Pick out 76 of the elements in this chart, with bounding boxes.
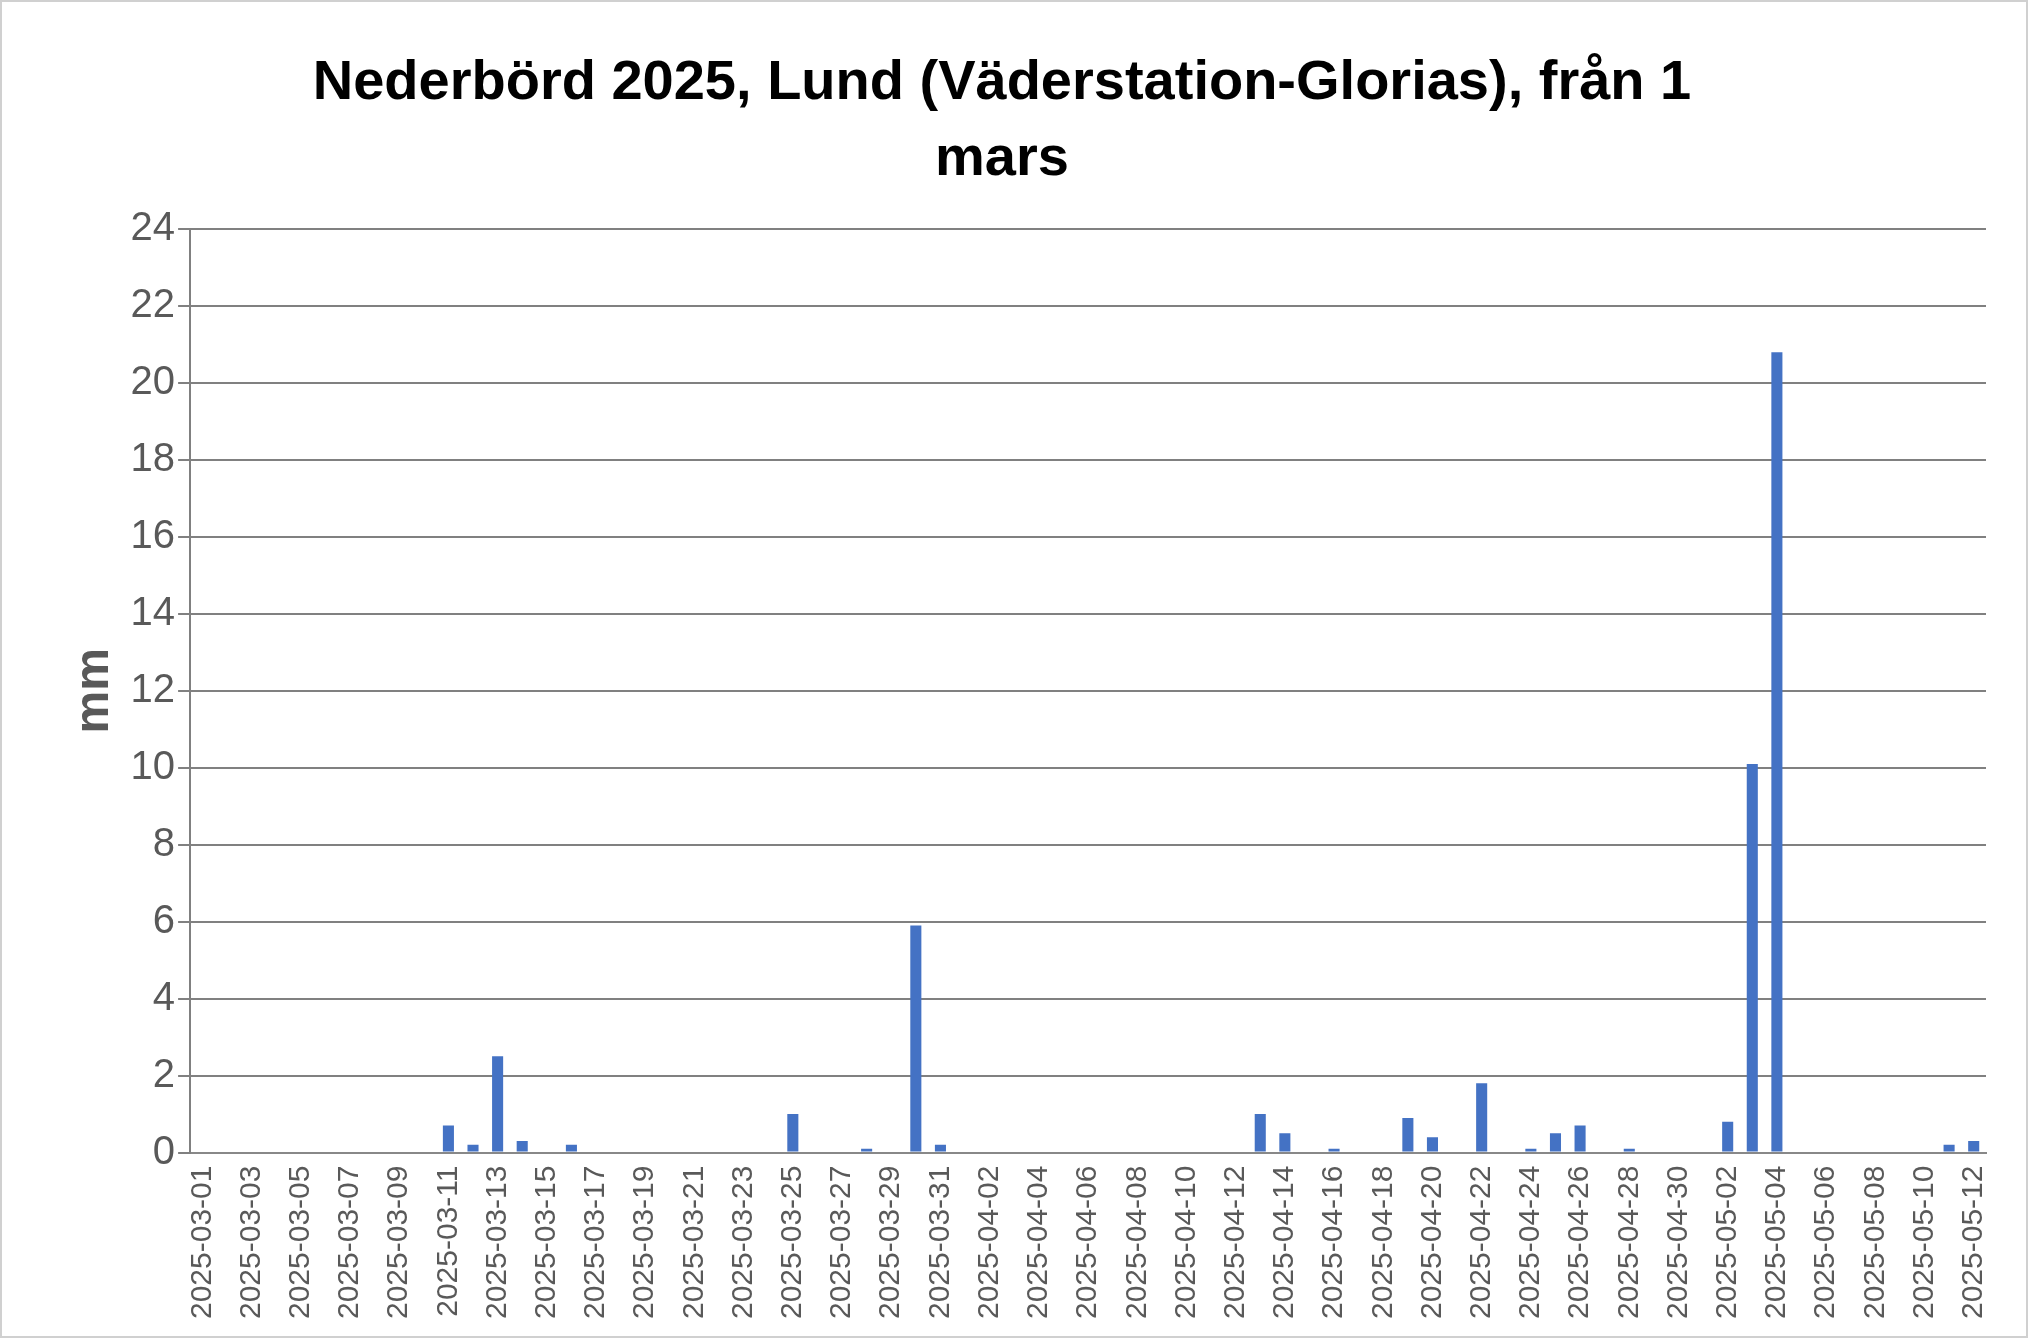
- x-tick-label: 2025-04-08: [1118, 1165, 1152, 1320]
- x-tick-label: 2025-04-18: [1364, 1165, 1398, 1320]
- y-tick-label: 24: [130, 204, 176, 249]
- y-tick-label: 20: [130, 357, 176, 402]
- bar: [565, 1144, 577, 1152]
- x-tick-label: 2025-05-02: [1708, 1165, 1742, 1320]
- x-tick-label: 2025-03-15: [528, 1165, 562, 1320]
- y-tick-label: 8: [152, 819, 176, 864]
- x-tick-label: 2025-03-23: [724, 1165, 758, 1320]
- bar: [467, 1144, 479, 1152]
- x-tick-label: 2025-04-28: [1610, 1165, 1644, 1320]
- x-tick-label: 2025-03-29: [872, 1165, 906, 1320]
- bar: [442, 1125, 454, 1152]
- x-tick-label: 2025-03-19: [626, 1165, 660, 1320]
- bar: [910, 925, 922, 1152]
- x-tick-label: 2025-03-21: [675, 1165, 709, 1320]
- y-tick-label: 2: [152, 1050, 176, 1095]
- x-tick-label: 2025-03-25: [774, 1165, 808, 1320]
- bar: [1279, 1133, 1291, 1152]
- bar: [1476, 1083, 1488, 1152]
- bar: [1574, 1125, 1586, 1152]
- x-tick-label: 2025-04-14: [1266, 1165, 1300, 1320]
- y-tick-label: 6: [152, 896, 176, 941]
- x-tick-label: 2025-04-24: [1512, 1165, 1546, 1320]
- y-tick-label: 16: [130, 511, 176, 556]
- x-tick-label: 2025-03-13: [478, 1165, 512, 1320]
- x-tick-label: 2025-04-10: [1167, 1165, 1201, 1320]
- bar: [516, 1141, 528, 1152]
- bar: [1549, 1133, 1562, 1152]
- y-tick-label: 18: [130, 434, 176, 479]
- bar: [1746, 763, 1758, 1152]
- x-tick-label: 2025-03-31: [921, 1165, 955, 1320]
- bar: [1968, 1141, 1980, 1152]
- bar: [1722, 1121, 1734, 1152]
- bar: [1402, 1117, 1414, 1152]
- bar: [1525, 1148, 1537, 1152]
- y-tick-label: 22: [130, 280, 176, 325]
- x-tick-label: 2025-04-12: [1216, 1165, 1250, 1320]
- x-tick-label: 2025-03-09: [380, 1165, 414, 1320]
- x-tick-label: 2025-03-07: [331, 1165, 365, 1320]
- x-tick-label: 2025-03-05: [282, 1165, 316, 1320]
- x-tick-label: 2025-03-11: [429, 1165, 463, 1317]
- y-tick-label: 0: [152, 1127, 176, 1172]
- x-tick-label: 2025-04-20: [1413, 1165, 1447, 1320]
- x-tick-label: 2025-05-10: [1905, 1165, 1939, 1320]
- x-tick-label: 2025-05-12: [1954, 1165, 1988, 1320]
- x-tick-label: 2025-04-22: [1462, 1165, 1496, 1320]
- x-tick-label: 2025-05-08: [1856, 1165, 1890, 1320]
- bar: [1254, 1114, 1266, 1152]
- x-tick-label: 2025-03-17: [577, 1165, 611, 1320]
- y-tick-label: 10: [130, 742, 176, 787]
- bar: [492, 1056, 504, 1152]
- x-tick-label: 2025-03-01: [183, 1165, 217, 1320]
- bar: [861, 1148, 873, 1152]
- x-tick-label: 2025-04-04: [1020, 1165, 1054, 1320]
- bar: [787, 1114, 799, 1152]
- x-tick-label: 2025-04-26: [1561, 1165, 1595, 1320]
- x-tick-label: 2025-04-02: [970, 1165, 1004, 1320]
- y-axis-title: mm: [65, 648, 119, 734]
- x-tick-label: 2025-05-06: [1807, 1165, 1841, 1320]
- y-tick-label: 14: [130, 588, 176, 633]
- bar: [1426, 1137, 1438, 1152]
- x-tick-label: 2025-04-06: [1069, 1165, 1103, 1320]
- bar: [1943, 1144, 1955, 1152]
- x-tick-label: 2025-03-27: [823, 1165, 857, 1320]
- bar: [1623, 1148, 1635, 1152]
- x-tick-label: 2025-05-04: [1758, 1165, 1792, 1320]
- bar: [1771, 352, 1783, 1152]
- y-tick-label: 12: [130, 665, 176, 710]
- x-tick-label: 2025-04-16: [1315, 1165, 1349, 1320]
- bar: [1328, 1148, 1340, 1152]
- x-tick-label: 2025-04-30: [1659, 1165, 1693, 1320]
- x-tick-label: 2025-03-03: [232, 1165, 266, 1320]
- chart-title: Nederbörd 2025, Lund (Väderstation-Glorias), från 1 mars: [311, 47, 1693, 189]
- bar: [934, 1144, 946, 1152]
- y-tick-label: 4: [152, 973, 176, 1018]
